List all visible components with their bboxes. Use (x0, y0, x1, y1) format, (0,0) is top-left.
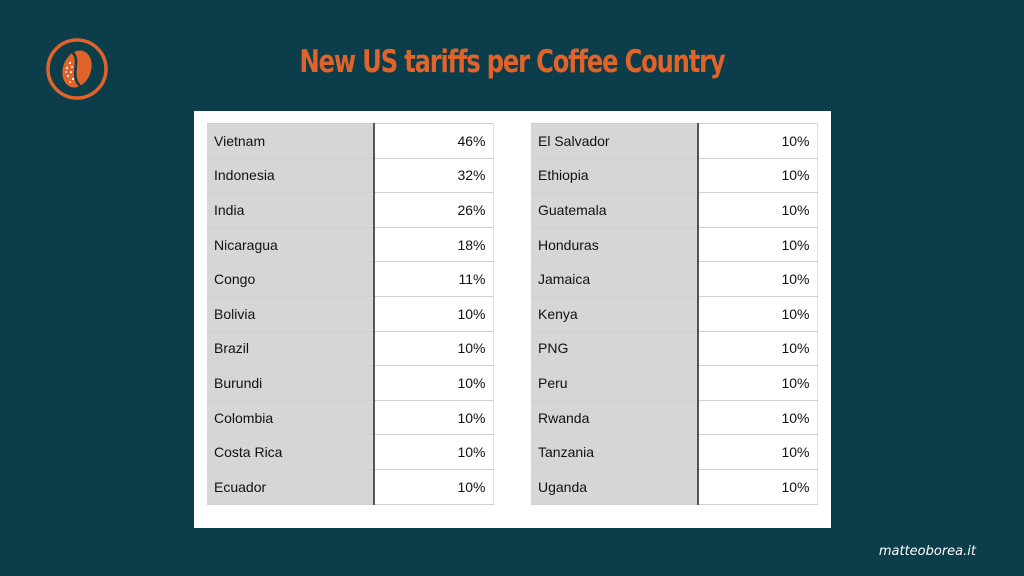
country-cell: PNG (531, 330, 699, 367)
table-row: Vietnam 46% (207, 123, 494, 159)
country-cell: Jamaica (531, 261, 699, 297)
table-row: Honduras 10% (531, 226, 818, 263)
table-row: Burundi 10% (207, 365, 494, 401)
table-row: Kenya 10% (531, 295, 818, 332)
tariff-rate-cell: 10% (374, 365, 494, 401)
country-cell: Peru (531, 365, 699, 401)
table-row: Peru 10% (531, 365, 818, 401)
country-cell: Vietnam (207, 123, 375, 159)
tariff-rate-cell: 10% (698, 434, 818, 470)
coffee-bean-icon (46, 38, 108, 100)
country-cell: Honduras (531, 226, 699, 263)
table-row: Ethiopia 10% (531, 157, 818, 194)
country-cell: Colombia (207, 399, 375, 436)
tariff-rate-cell: 46% (374, 123, 494, 159)
tariff-rate-cell: 10% (374, 399, 494, 436)
tariff-rate-cell: 10% (374, 434, 494, 470)
tariff-rate-cell: 11% (374, 261, 494, 297)
page-title: New US tariffs per Coffee Country (299, 44, 726, 80)
country-cell: Rwanda (531, 399, 699, 436)
tariff-rate-cell: 10% (374, 295, 494, 332)
table-row: India 26% (207, 192, 494, 228)
country-cell: Ethiopia (531, 157, 699, 194)
table-row: El Salvador 10% (531, 123, 818, 159)
table-row: Jamaica 10% (531, 261, 818, 297)
tariff-rate-cell: 26% (374, 192, 494, 228)
country-cell: Tanzania (531, 434, 699, 470)
tariff-rate-cell: 10% (374, 468, 494, 505)
table-row: Guatemala 10% (531, 192, 818, 228)
table-row: Bolivia 10% (207, 295, 494, 332)
country-cell: Nicaragua (207, 226, 375, 263)
table-row: Congo 11% (207, 261, 494, 297)
table-row: Tanzania 10% (531, 434, 818, 470)
country-cell: Guatemala (531, 192, 699, 228)
tariff-rate-cell: 10% (698, 226, 818, 263)
tariff-rate-cell: 10% (698, 399, 818, 436)
country-cell: Uganda (531, 468, 699, 505)
tariff-rate-cell: 18% (374, 226, 494, 263)
table-row: PNG 10% (531, 330, 818, 367)
table-row: Brazil 10% (207, 330, 494, 367)
country-cell: Brazil (207, 330, 375, 367)
country-cell: Congo (207, 261, 375, 297)
table-row: Uganda 10% (531, 468, 818, 505)
country-cell: Indonesia (207, 157, 375, 194)
country-cell: El Salvador (531, 123, 699, 159)
table-row: Costa Rica 10% (207, 434, 494, 470)
country-cell: India (207, 192, 375, 228)
table-row: Nicaragua 18% (207, 226, 494, 263)
tariff-table-right: El Salvador 10% Ethiopia 10% Guatemala 10% Hon… (531, 123, 818, 505)
table-row: Ecuador 10% (207, 468, 494, 505)
tariff-rate-cell: 10% (374, 330, 494, 367)
table-row: Indonesia 32% (207, 157, 494, 194)
tariff-table-panel: Vietnam 46% Indonesia 32% India 26% Nicaragua 1… (194, 111, 831, 528)
tariff-rate-cell: 10% (698, 157, 818, 194)
tariff-rate-cell: 10% (698, 192, 818, 228)
tariff-rate-cell: 10% (698, 330, 818, 367)
table-row: Colombia 10% (207, 399, 494, 436)
tariff-rate-cell: 10% (698, 468, 818, 505)
country-cell: Bolivia (207, 295, 375, 332)
country-cell: Ecuador (207, 468, 375, 505)
coffee-bean-logo (45, 37, 109, 101)
table-row: Rwanda 10% (531, 399, 818, 436)
tariff-rate-cell: 10% (698, 261, 818, 297)
tariff-rate-cell: 10% (698, 365, 818, 401)
tariff-table-left: Vietnam 46% Indonesia 32% India 26% Nicaragua 1… (207, 123, 494, 505)
footer-credit: matteoborea.it (878, 544, 976, 559)
tariff-rate-cell: 10% (698, 123, 818, 159)
country-cell: Kenya (531, 295, 699, 332)
country-cell: Costa Rica (207, 434, 375, 470)
tariff-rate-cell: 32% (374, 157, 494, 194)
country-cell: Burundi (207, 365, 375, 401)
tariff-rate-cell: 10% (698, 295, 818, 332)
